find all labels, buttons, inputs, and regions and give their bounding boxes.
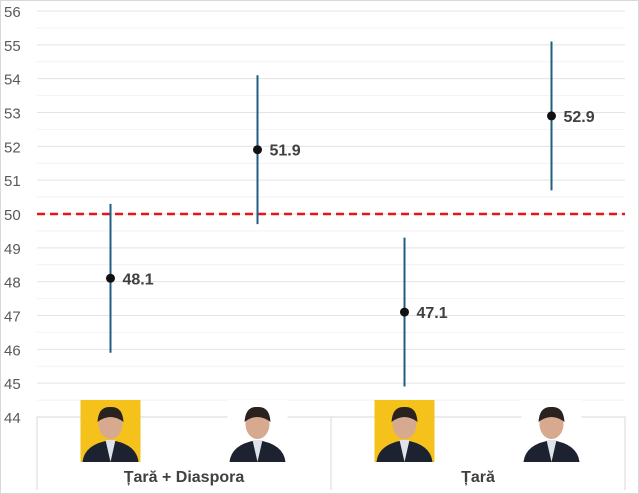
y-tick-label: 54 xyxy=(4,72,21,89)
category-label: Țară + Diaspora xyxy=(124,469,245,486)
data-point xyxy=(253,145,262,155)
data-point xyxy=(547,111,556,121)
portrait-shirt xyxy=(105,440,116,462)
portrait-hair xyxy=(244,406,271,422)
data-label: 51.9 xyxy=(270,143,301,160)
y-tick-label: 44 xyxy=(4,410,21,427)
portrait-hair xyxy=(391,406,418,422)
y-tick-label: 55 xyxy=(4,38,21,55)
data-label: 47.1 xyxy=(417,305,448,322)
data-point xyxy=(106,273,115,283)
portrait-hair xyxy=(97,406,124,422)
y-tick-label: 51 xyxy=(4,173,21,190)
data-label: 48.1 xyxy=(123,271,154,288)
portrait-hair xyxy=(538,406,565,422)
portrait-shirt xyxy=(399,440,410,462)
y-tick-label: 50 xyxy=(4,207,21,224)
y-tick-label: 52 xyxy=(4,139,21,156)
y-tick-label: 48 xyxy=(4,275,21,292)
y-tick-label: 53 xyxy=(4,106,21,123)
data-label: 52.9 xyxy=(564,109,595,126)
y-tick-label: 46 xyxy=(4,342,21,359)
category-label: Țară xyxy=(461,469,495,486)
portrait-shirt xyxy=(252,440,263,462)
data-point xyxy=(400,307,409,317)
portrait-shirt xyxy=(546,440,557,462)
y-tick-label: 47 xyxy=(4,309,21,326)
y-tick-label: 56 xyxy=(4,4,21,21)
y-tick-label: 49 xyxy=(4,241,21,258)
y-tick-label: 45 xyxy=(4,376,21,393)
